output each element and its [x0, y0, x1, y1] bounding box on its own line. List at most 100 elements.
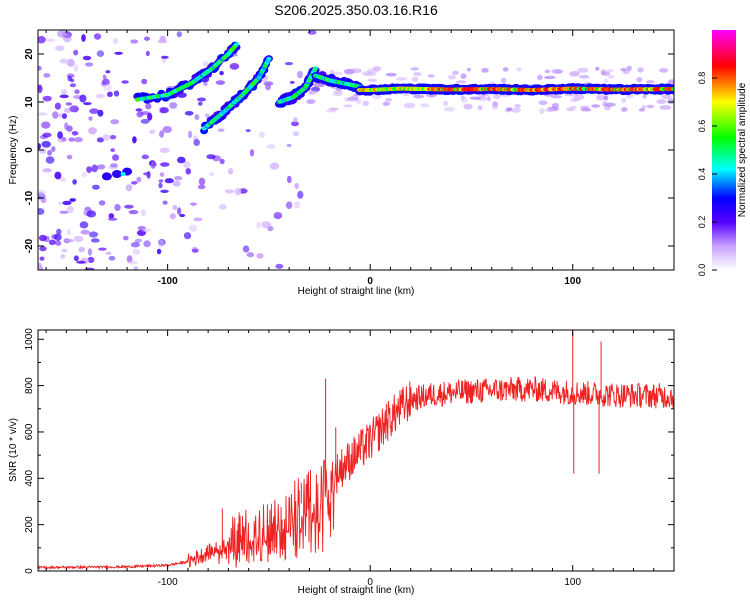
snr-content	[38, 330, 674, 570]
noise-speckle	[71, 131, 79, 136]
noise-speckle	[637, 67, 644, 73]
noise-speckle	[580, 108, 592, 112]
noise-speckle	[469, 96, 481, 100]
noise-speckle	[350, 68, 362, 74]
snr-ylabel: SNR (10 * v/v)	[8, 418, 19, 482]
noise-speckle	[460, 95, 465, 100]
noise-speckle	[89, 108, 99, 114]
noise-speckle	[403, 102, 416, 109]
noise-speckle	[419, 103, 430, 108]
noise-speckle	[141, 209, 146, 217]
noise-speckle	[73, 64, 79, 72]
noise-speckle	[160, 189, 169, 193]
noise-speckle	[64, 122, 69, 130]
noise-speckle	[259, 131, 265, 138]
noise-speckle	[661, 94, 672, 100]
colorbar: 0.0 0.2 0.4 0.6 0.8 Normalized spectral ampl…	[697, 30, 748, 276]
noise-speckle	[149, 129, 156, 134]
noise-speckle	[158, 239, 165, 247]
noise-speckle	[108, 255, 116, 261]
noise-speckle	[600, 69, 607, 75]
noise-speckle	[65, 102, 73, 106]
noise-speckle	[56, 228, 62, 235]
noise-speckle	[132, 136, 137, 144]
y-tick-label: 10	[24, 96, 35, 108]
noise-speckle	[85, 62, 94, 67]
noise-speckle	[54, 102, 62, 110]
colorbar-gradient	[712, 30, 736, 270]
noise-speckle	[291, 121, 299, 127]
noise-speckle	[229, 63, 240, 70]
noise-speckle	[656, 99, 667, 105]
noise-speckle	[215, 80, 225, 85]
noise-speckle	[43, 73, 51, 78]
noise-speckle	[198, 101, 203, 106]
noise-speckle	[188, 224, 198, 232]
noise-speckle	[54, 171, 62, 180]
noise-speckle	[114, 204, 121, 211]
noise-speckle	[596, 94, 607, 101]
noise-speckle	[382, 101, 390, 107]
noise-speckle	[217, 128, 225, 132]
noise-speckle	[57, 131, 63, 139]
noise-speckle	[38, 234, 47, 242]
noise-speckle	[620, 68, 627, 72]
noise-speckle	[202, 60, 209, 67]
noise-speckle	[177, 156, 186, 164]
noise-speckle	[134, 238, 142, 243]
noise-speckle	[58, 177, 66, 182]
noise-speckle	[191, 248, 199, 253]
noise-speckle	[79, 221, 89, 229]
noise-speckle	[45, 38, 55, 42]
noise-speckle	[131, 181, 138, 185]
noise-speckle	[73, 49, 79, 56]
noise-speckle	[105, 70, 111, 74]
noise-speckle	[256, 253, 264, 259]
ridge-core	[670, 87, 674, 91]
noise-speckle	[284, 62, 294, 66]
noise-speckle	[486, 96, 491, 102]
snr-xlabel: Height of straight line (km)	[298, 585, 415, 596]
noise-speckle	[87, 256, 95, 263]
noise-speckle	[96, 93, 105, 99]
noise-speckle	[510, 107, 522, 113]
noise-speckle	[128, 260, 138, 265]
colorbar-tick-label: 0.0	[697, 264, 707, 277]
snr-frame	[37, 329, 675, 572]
noise-speckle	[137, 111, 144, 117]
noise-speckle	[242, 245, 250, 253]
noise-speckle	[147, 112, 153, 121]
noise-speckle	[103, 83, 112, 92]
noise-speckle	[162, 200, 168, 205]
noise-speckle	[66, 58, 75, 67]
noise-speckle	[311, 90, 318, 95]
noise-speckle	[83, 102, 92, 106]
noise-speckle	[395, 77, 408, 81]
noise-speckle	[343, 104, 353, 108]
noise-speckle	[161, 55, 169, 59]
noise-speckle	[63, 34, 72, 43]
noise-speckle	[194, 114, 200, 121]
noise-speckle	[42, 132, 52, 138]
noise-speckle	[537, 74, 543, 81]
noise-speckle	[607, 75, 615, 79]
noise-speckle	[66, 154, 73, 160]
noise-speckle	[184, 111, 194, 116]
colorbar-tick-label: 0.8	[697, 72, 707, 85]
noise-speckle	[384, 98, 393, 102]
noise-speckle	[69, 83, 77, 88]
noise-speckle	[87, 248, 93, 256]
noise-speckle	[196, 97, 207, 102]
noise-speckle	[144, 36, 150, 41]
noise-speckle	[88, 116, 93, 121]
noise-speckle	[492, 101, 498, 108]
noise-speckle	[126, 255, 133, 263]
noise-speckle	[326, 109, 337, 113]
noise-speckle	[539, 108, 545, 114]
noise-speckle	[39, 148, 47, 154]
noise-speckle	[38, 208, 45, 215]
noise-speckle	[102, 134, 111, 141]
noise-speckle	[455, 80, 467, 84]
